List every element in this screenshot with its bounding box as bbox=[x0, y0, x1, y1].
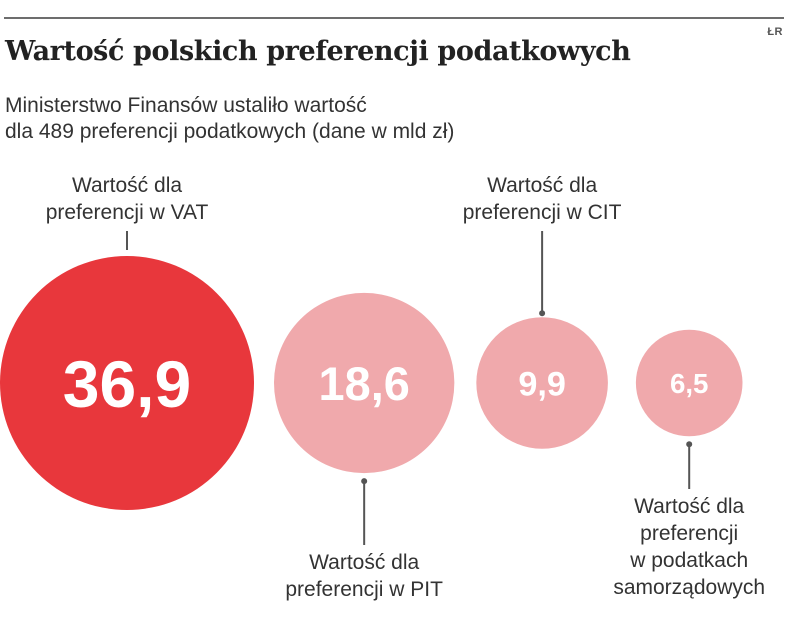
subtitle-line-1: Ministerstwo Finansów ustaliło wartość bbox=[5, 94, 367, 117]
chart-subtitle: Ministerstwo Finansów ustaliło wartość d… bbox=[5, 93, 454, 145]
bubble-label-4-line-2: preferencji bbox=[640, 522, 738, 545]
bubble-group-1: 36,9 Wartość dla preferencji w VAT bbox=[0, 174, 254, 510]
bubble-label-2-line-1: Wartość dla bbox=[309, 551, 419, 574]
bubble-value-label-3: 9,9 bbox=[518, 365, 566, 403]
bubble-label-3-line-2: preferencji w CIT bbox=[463, 201, 622, 224]
bubble-label-3-line-1: Wartość dla bbox=[487, 174, 597, 197]
bubble-label-4-line-1: Wartość dla bbox=[634, 495, 744, 518]
bubble-group-4: 6,5 Wartość dla preferencji w podatkach samo… bbox=[613, 329, 765, 599]
bubble-label-4-line-4: samorządowych bbox=[613, 576, 765, 599]
bubble-label-1-line-1: Wartość dla bbox=[72, 174, 182, 197]
bubble-value-label-4: 6,5 bbox=[670, 368, 709, 399]
bubble-label-4-line-3: w podatkach bbox=[629, 549, 748, 572]
bubble-group-2: 18,6 Wartość dla preferencji w PIT bbox=[274, 292, 455, 601]
subtitle-line-2: dla 489 preferencji podatkowych (dane w … bbox=[5, 120, 455, 143]
bubble-2 bbox=[274, 292, 455, 474]
bubble-label-2-line-2: preferencji w PIT bbox=[285, 578, 443, 601]
top-rule bbox=[4, 17, 784, 19]
bubble-3 bbox=[476, 317, 608, 449]
bubble-value-label-1: 36,9 bbox=[63, 347, 191, 421]
source-mark: ŁR bbox=[767, 26, 783, 38]
bubble-label-1-line-2: preferencji w VAT bbox=[46, 201, 209, 224]
bubble-value-label-2: 18,6 bbox=[319, 358, 410, 410]
bubble-group-3: 9,9 Wartość dla preferencji w CIT bbox=[463, 174, 622, 449]
leader-dot-3 bbox=[539, 310, 546, 317]
chart-title: Wartość polskich preferencji podatkowych bbox=[5, 36, 631, 67]
bubble-4 bbox=[635, 329, 743, 437]
bubble-1 bbox=[0, 256, 254, 510]
